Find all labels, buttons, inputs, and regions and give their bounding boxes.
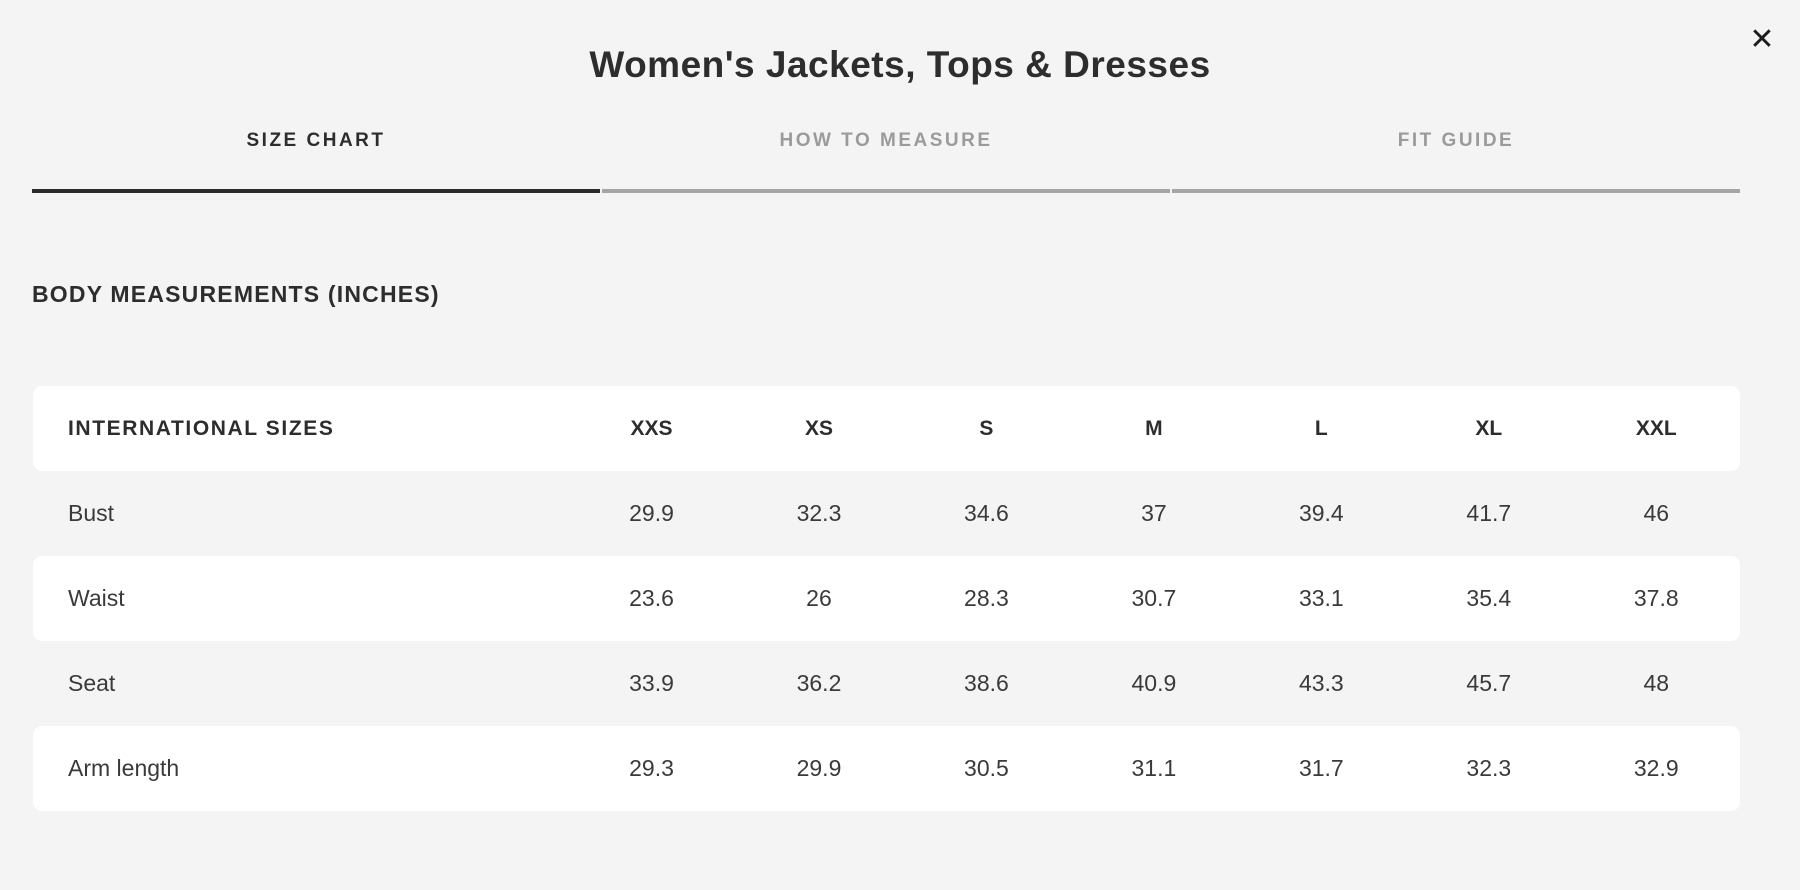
column-header-l: L: [1314, 416, 1328, 440]
table-row-seat: Seat 33.9 36.2 38.6 40.9 43.3 45.7 48: [33, 641, 1740, 726]
table-row-bust: Bust 29.9 32.3 34.6 37 39.4 41.7 46: [33, 471, 1740, 556]
tab-bar: SIZE CHART HOW TO MEASURE FIT GUIDE: [32, 130, 1740, 193]
row-label-waist: Waist: [68, 585, 125, 611]
seat-s: 38.6: [964, 670, 1009, 696]
column-header-s: S: [979, 416, 994, 440]
seat-xxl: 48: [1643, 670, 1670, 696]
column-header-xxs: XXS: [630, 416, 673, 440]
arm-length-xs: 29.9: [796, 755, 842, 781]
waist-m: 30.7: [1131, 585, 1177, 611]
close-button[interactable]: ✕: [1740, 18, 1784, 62]
row-label-seat: Seat: [68, 670, 116, 696]
waist-xs: 26: [806, 585, 832, 611]
bust-s: 34.6: [964, 500, 1009, 526]
seat-xl: 45.7: [1466, 670, 1512, 696]
section-heading: BODY MEASUREMENTS (INCHES): [32, 281, 440, 307]
bust-xl: 41.7: [1466, 500, 1512, 526]
arm-length-xxs: 29.3: [629, 755, 674, 781]
row-label-bust: Bust: [68, 500, 115, 526]
seat-xxs: 33.9: [629, 670, 674, 696]
waist-l: 33.1: [1298, 585, 1344, 611]
table-header-row: INTERNATIONAL SIZES XXS XS S M L XL XXL: [33, 386, 1740, 471]
bust-xs: 32.3: [796, 500, 842, 526]
column-header-m: M: [1145, 416, 1163, 440]
tab-fit-guide[interactable]: FIT GUIDE: [1172, 130, 1740, 193]
bust-m: 37: [1141, 500, 1167, 526]
tab-fit-guide-label: FIT GUIDE: [1397, 130, 1515, 151]
size-table: INTERNATIONAL SIZES XXS XS S M L XL XXL …: [33, 386, 1740, 811]
arm-length-xxl: 32.9: [1633, 755, 1679, 781]
column-header-xxl: XXL: [1635, 416, 1677, 440]
waist-xxl: 37.8: [1633, 585, 1679, 611]
tab-how-to-measure[interactable]: HOW TO MEASURE: [602, 130, 1170, 193]
close-icon: ✕: [1749, 22, 1775, 57]
seat-l: 43.3: [1298, 670, 1344, 696]
column-header-xs: XS: [804, 416, 833, 440]
row-label-arm-length: Arm length: [68, 755, 180, 781]
tab-size-chart[interactable]: SIZE CHART: [32, 130, 600, 193]
bust-l: 39.4: [1298, 500, 1344, 526]
arm-length-s: 30.5: [964, 755, 1009, 781]
table-row-arm-length: Arm length 29.3 29.9 30.5 31.1 31.7 32.3…: [33, 726, 1740, 811]
tab-how-to-measure-label: HOW TO MEASURE: [779, 130, 993, 151]
column-header-xl: XL: [1475, 416, 1503, 440]
waist-xl: 35.4: [1466, 585, 1512, 611]
table-row-waist: Waist 23.6 26 28.3 30.7 33.1 35.4 37.8: [33, 556, 1740, 641]
waist-s: 28.3: [964, 585, 1009, 611]
arm-length-m: 31.1: [1131, 755, 1177, 781]
arm-length-l: 31.7: [1298, 755, 1344, 781]
column-header-international-sizes: INTERNATIONAL SIZES: [68, 416, 335, 440]
waist-xxs: 23.6: [629, 585, 674, 611]
seat-xs: 36.2: [796, 670, 842, 696]
modal-title: Women's Jackets, Tops & Dresses: [589, 44, 1211, 85]
seat-m: 40.9: [1131, 670, 1177, 696]
tab-size-chart-label: SIZE CHART: [246, 130, 386, 151]
bust-xxl: 46: [1643, 500, 1670, 526]
arm-length-xl: 32.3: [1466, 755, 1512, 781]
bust-xxs: 29.9: [629, 500, 674, 526]
